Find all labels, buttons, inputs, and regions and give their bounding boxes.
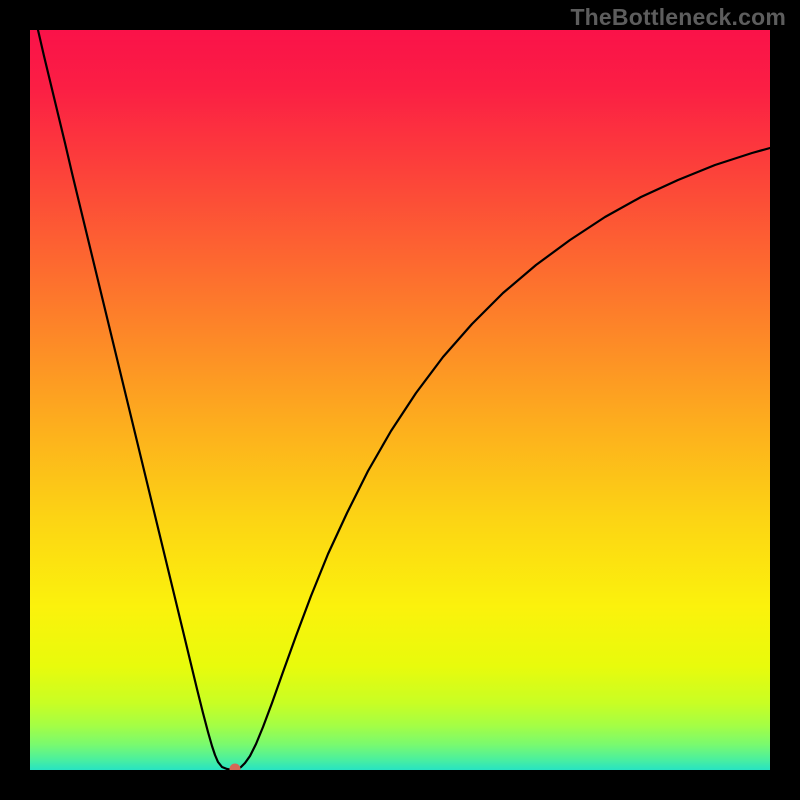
chart-frame: TheBottleneck.com [0, 0, 800, 800]
watermark-text: TheBottleneck.com [570, 4, 786, 31]
chart-svg [30, 30, 770, 770]
plot-area [30, 30, 770, 770]
gradient-background [30, 30, 770, 770]
